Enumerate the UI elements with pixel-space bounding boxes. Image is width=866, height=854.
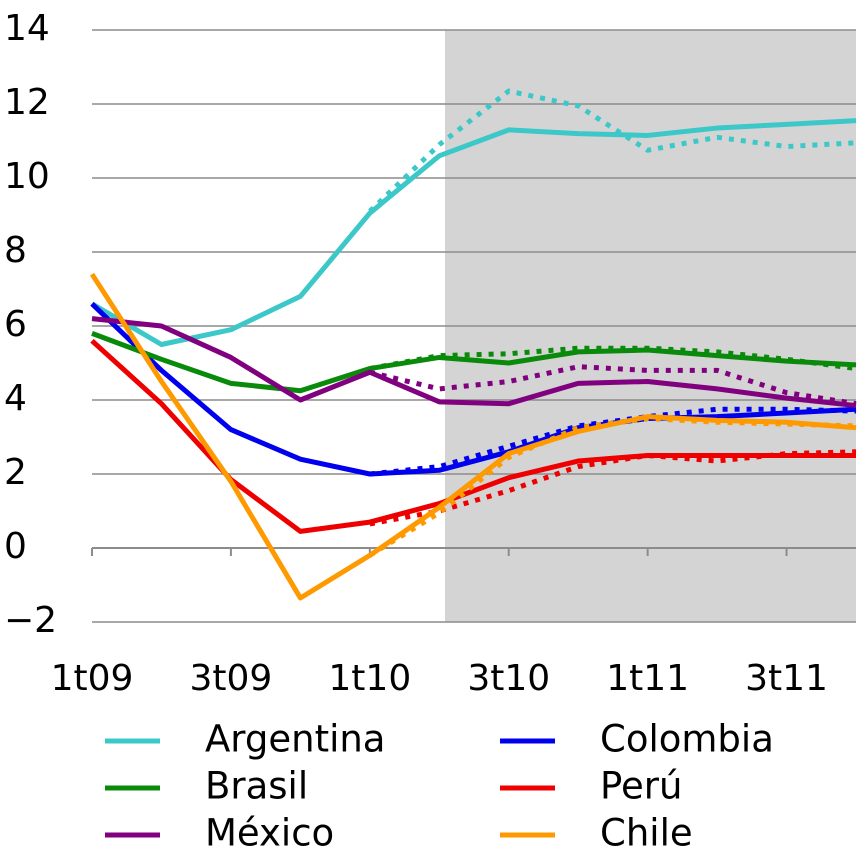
y-tick-label: 12 [4, 82, 50, 123]
y-tick-label: 14 [4, 8, 50, 49]
x-tick-label: 1t10 [328, 658, 411, 699]
y-tick-label: −2 [4, 600, 57, 641]
y-tick-label: 0 [4, 526, 27, 567]
line [89, 272, 857, 601]
legend-label: Chile [600, 812, 693, 854]
legend-label: Brasil [205, 765, 308, 808]
line [90, 301, 857, 477]
y-tick-label: 10 [4, 156, 50, 197]
legend-label: Colombia [600, 718, 774, 761]
y-tick-label: 8 [4, 230, 27, 271]
x-tick-label: 1t11 [606, 658, 689, 699]
previous-line [369, 364, 857, 407]
y-tick-label: 4 [4, 378, 27, 419]
line [91, 331, 857, 394]
legend-label: Argentina [205, 718, 385, 761]
x-tick-label: 3t09 [189, 658, 272, 699]
legend-label: Perú [600, 765, 682, 808]
line [90, 118, 857, 347]
previous-line [368, 88, 857, 214]
legend-label: México [205, 812, 334, 854]
x-tick-label: 1t09 [51, 658, 134, 699]
previous-line [369, 406, 857, 477]
y-tick-label: 2 [4, 452, 27, 493]
previous-line [369, 345, 857, 372]
line [91, 316, 857, 409]
x-tick-label: 3t10 [467, 658, 550, 699]
y-tick-label: 6 [4, 304, 27, 345]
x-tick-label: 3t11 [745, 658, 828, 699]
